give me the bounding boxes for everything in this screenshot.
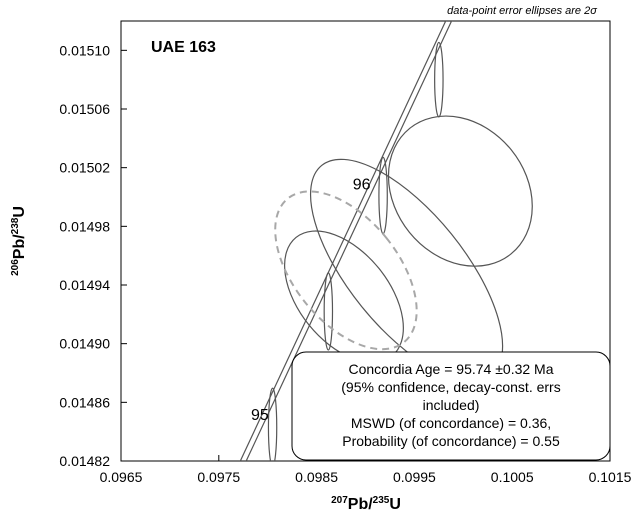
x-tick-label: 0.0995 bbox=[393, 469, 436, 485]
y-label-base1: Pb/ bbox=[11, 234, 28, 259]
y-label-sup1: 206 bbox=[10, 259, 21, 276]
concordia-result-box: Concordia Age = 95.74 ±0.32 Ma (95% conf… bbox=[291, 351, 611, 461]
y-label-base2: U bbox=[11, 206, 28, 218]
y-tick-label: 0.01506 bbox=[59, 101, 110, 117]
result-line-mswd: MSWD (of concordance) = 0.36, bbox=[351, 415, 551, 431]
result-line-included: included) bbox=[423, 397, 480, 413]
y-label-sup2: 238 bbox=[10, 217, 21, 234]
y-tick-label: 0.01494 bbox=[59, 277, 110, 293]
result-box-frame bbox=[291, 351, 611, 461]
x-tick-label: 0.0965 bbox=[100, 469, 143, 485]
concordia-band-left bbox=[239, 21, 447, 461]
x-label-base2: U bbox=[389, 496, 401, 513]
x-tick-label: 0.0975 bbox=[197, 469, 240, 485]
y-tick-label: 0.01510 bbox=[59, 42, 110, 58]
x-label-base1: Pb/ bbox=[348, 496, 373, 513]
x-tick-label: 0.0985 bbox=[295, 469, 338, 485]
y-tick-label: 0.01486 bbox=[59, 394, 110, 410]
concordia-age-labels: 95 96 bbox=[251, 177, 371, 424]
y-axis-label: 206Pb/238U bbox=[10, 206, 28, 276]
y-tick-label: 0.01498 bbox=[59, 218, 110, 234]
data-point-error-ellipse bbox=[387, 115, 533, 267]
concordia-age-marker bbox=[323, 272, 334, 351]
y-tick-label: 0.01502 bbox=[59, 160, 110, 176]
x-tick-label: 0.1005 bbox=[491, 469, 534, 485]
concordia-age-marker bbox=[267, 387, 278, 461]
concordia-age-label: 95 bbox=[251, 407, 269, 424]
plot-frame bbox=[120, 20, 611, 462]
x-label-sup1: 207 bbox=[331, 495, 348, 506]
plot-area bbox=[239, 21, 533, 461]
x-tick-label: 0.1015 bbox=[589, 469, 632, 485]
concordia-age-ellipse bbox=[274, 190, 418, 351]
x-label-sup2: 235 bbox=[373, 495, 390, 506]
y-tick-label: 0.01490 bbox=[59, 336, 110, 352]
sample-title: UAE 163 bbox=[151, 39, 216, 56]
error-ellipse-note: data-point error ellipses are 2σ bbox=[447, 5, 597, 17]
tick-labels: 0.0965 0.0975 0.0985 0.0995 0.1005 0.1015 0.01… bbox=[59, 42, 631, 485]
x-axis-label: 207Pb/235U bbox=[331, 495, 401, 513]
concordia-age-label: 96 bbox=[353, 177, 371, 194]
result-line-confidence: (95% confidence, decay-const. errs bbox=[341, 379, 560, 395]
y-tick-label: 0.01482 bbox=[59, 453, 110, 469]
result-line-age: Concordia Age = 95.74 ±0.32 Ma bbox=[349, 361, 554, 377]
axis-group bbox=[120, 20, 611, 462]
result-line-probability: Probability (of concordance) = 0.55 bbox=[342, 433, 560, 449]
